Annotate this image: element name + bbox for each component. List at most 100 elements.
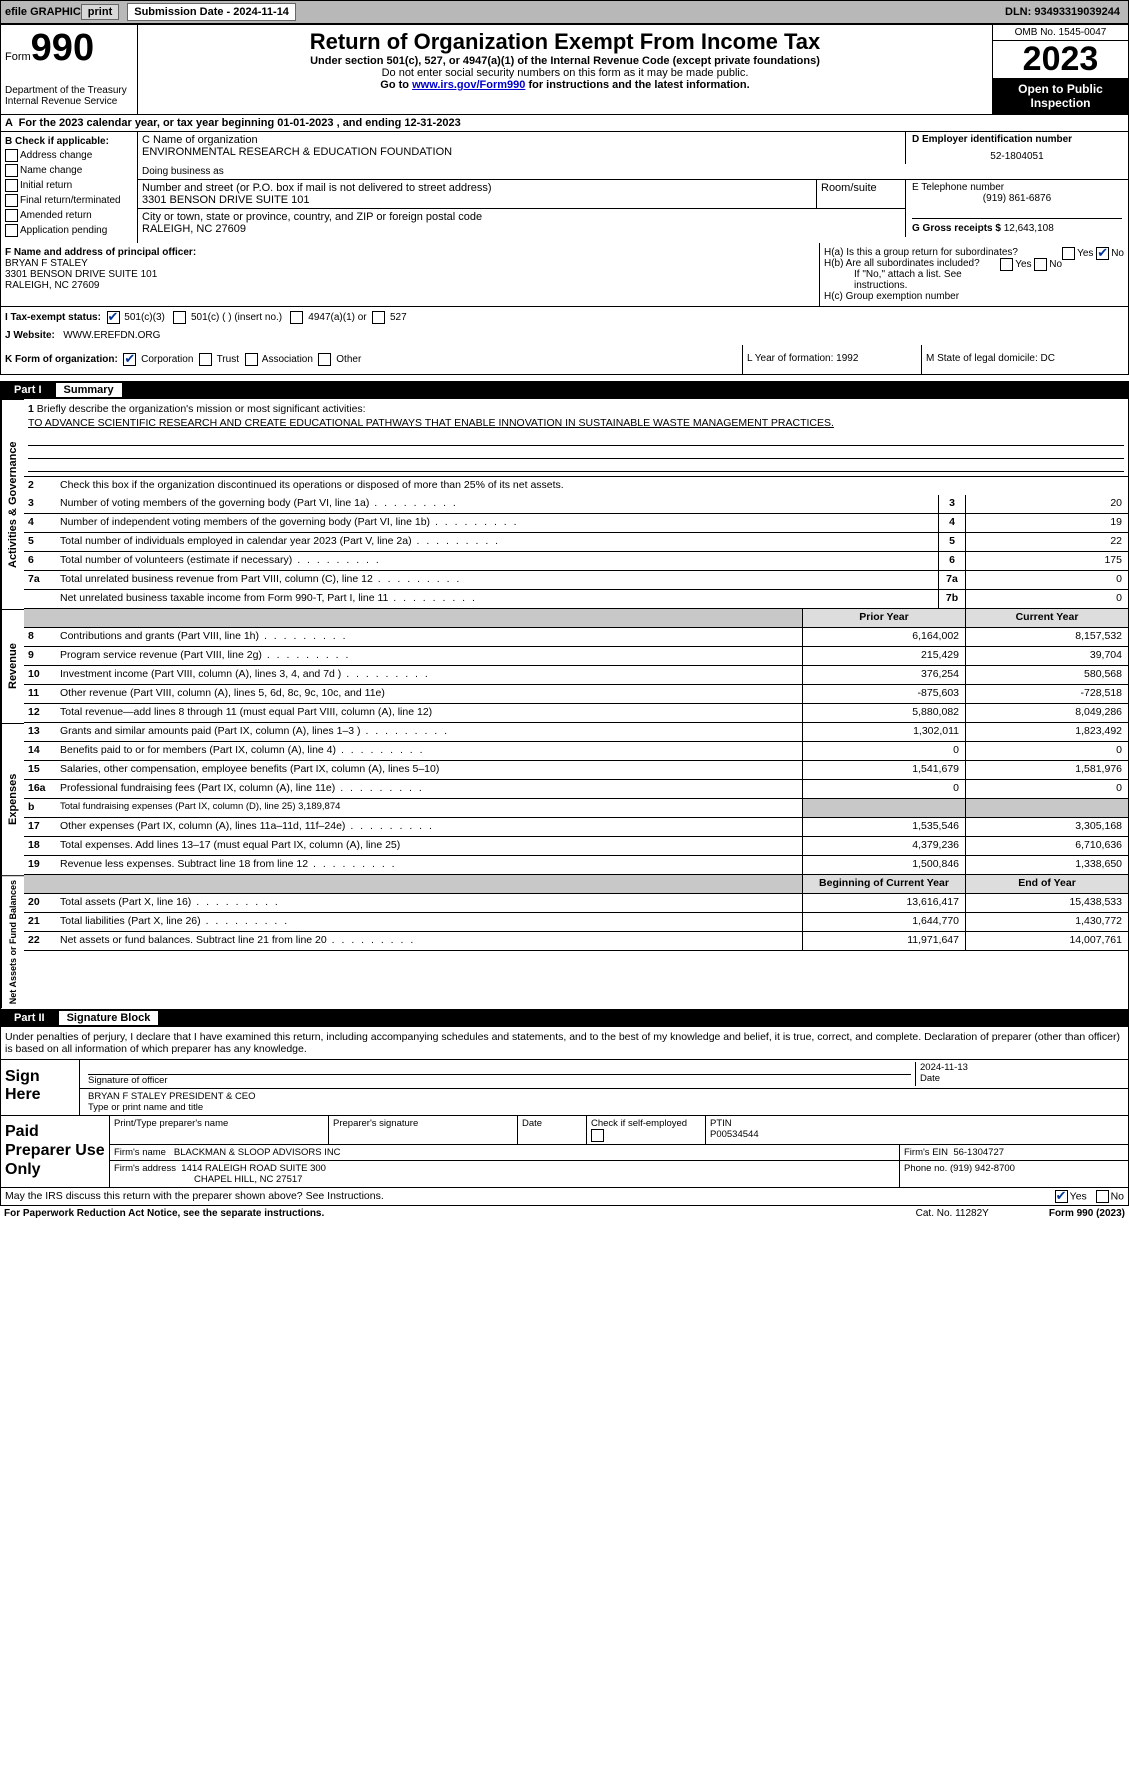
v7b: 0 [965, 590, 1128, 608]
p9: 215,429 [802, 647, 965, 665]
line13: Grants and similar amounts paid (Part IX… [56, 723, 802, 741]
p21: 1,644,770 [802, 913, 965, 931]
omb-number: OMB No. 1545-0047 [993, 25, 1128, 41]
header-right: OMB No. 1545-0047 2023 Open to Public In… [992, 25, 1128, 114]
part2-label: Part II [6, 1012, 53, 1024]
goto-prefix: Go to [380, 79, 412, 91]
discuss-row: May the IRS discuss this return with the… [0, 1188, 1129, 1206]
dept-irs: Internal Revenue Service [5, 96, 133, 107]
line15: Salaries, other compensation, employee b… [56, 761, 802, 779]
submission-date: Submission Date - 2024-11-14 [127, 3, 296, 21]
tax-year-range: For the 2023 calendar year, or tax year … [19, 117, 461, 129]
cb-discuss-yes[interactable] [1055, 1190, 1068, 1203]
c20: 15,438,533 [965, 894, 1128, 912]
line19: Revenue less expenses. Subtract line 18 … [56, 856, 802, 874]
gross-label: G Gross receipts $ [912, 223, 1001, 234]
m-state: M State of legal domicile: DC [921, 345, 1128, 374]
line3: Number of voting members of the governin… [56, 495, 938, 513]
cb-501c3[interactable] [107, 311, 120, 324]
sig-date-label: Date [920, 1073, 1120, 1084]
side-gov: Activities & Governance [1, 399, 24, 609]
hdr-begin: Beginning of Current Year [802, 875, 965, 893]
cb-address-change[interactable]: Address change [5, 149, 133, 162]
cb-trust[interactable] [199, 353, 212, 366]
gross-value: 12,643,108 [1004, 223, 1054, 234]
j-label: J Website: [5, 330, 55, 341]
city-value: RALEIGH, NC 27609 [142, 223, 901, 235]
cb-final-return[interactable]: Final return/terminated [5, 194, 133, 207]
line20: Total assets (Part X, line 16) [56, 894, 802, 912]
discuss-text: May the IRS discuss this return with the… [5, 1190, 384, 1203]
cb-4947[interactable] [290, 311, 303, 324]
phone-value: (919) 942-8700 [950, 1163, 1015, 1174]
ein-value: 52-1804051 [912, 151, 1122, 162]
form-subtitle: Under section 501(c), 527, or 4947(a)(1)… [142, 55, 988, 67]
c14: 0 [965, 742, 1128, 760]
cb-name-change[interactable]: Name change [5, 164, 133, 177]
ptin-label: PTIN [710, 1118, 732, 1129]
header-left: Form990 Department of the Treasury Inter… [1, 25, 138, 114]
line9: Program service revenue (Part VIII, line… [56, 647, 802, 665]
c15: 1,581,976 [965, 761, 1128, 779]
line6: Total number of volunteers (estimate if … [56, 552, 938, 570]
prep-name-h: Print/Type preparer's name [110, 1116, 329, 1144]
p22: 11,971,647 [802, 932, 965, 950]
c19: 1,338,650 [965, 856, 1128, 874]
hdr-current: Current Year [965, 609, 1128, 627]
cb-amended[interactable]: Amended return [5, 209, 133, 222]
c9: 39,704 [965, 647, 1128, 665]
firm-addr2: CHAPEL HILL, NC 27517 [194, 1174, 302, 1185]
p18: 4,379,236 [802, 837, 965, 855]
line16a: Professional fundraising fees (Part IX, … [56, 780, 802, 798]
irs-link[interactable]: www.irs.gov/Form990 [412, 79, 525, 91]
cb-assoc[interactable] [245, 353, 258, 366]
line10: Investment income (Part VIII, column (A)… [56, 666, 802, 684]
officer-label: F Name and address of principal officer: [5, 247, 196, 258]
hdr-end: End of Year [965, 875, 1128, 893]
line22: Net assets or fund balances. Subtract li… [56, 932, 802, 950]
part2-title: Signature Block [59, 1011, 159, 1025]
part1-title: Summary [56, 383, 122, 397]
officer-name-title: BRYAN F STALEY PRESIDENT & CEO [88, 1091, 1120, 1102]
h-b: H(b) Are all subordinates included? [824, 258, 980, 269]
prep-self-h: Check if self-employed [587, 1116, 706, 1144]
line2: Check this box if the organization disco… [60, 479, 564, 491]
cb-501c[interactable] [173, 311, 186, 324]
org-name-label: C Name of organization [142, 134, 901, 146]
print-button[interactable]: print [81, 4, 119, 20]
ein-label: D Employer identification number [912, 134, 1072, 145]
cb-discuss-no[interactable] [1096, 1190, 1109, 1203]
street-value: 3301 BENSON DRIVE SUITE 101 [142, 194, 812, 206]
box-b: B Check if applicable: Address change Na… [1, 132, 138, 243]
form-title: Return of Organization Exempt From Incom… [142, 29, 988, 55]
firm-ein: 56-1304727 [953, 1147, 1004, 1158]
sig-officer-label: Signature of officer [88, 1075, 911, 1086]
form-number: 990 [31, 27, 94, 69]
cb-other[interactable] [318, 353, 331, 366]
cb-initial-return[interactable]: Initial return [5, 179, 133, 192]
inspection-label: Open to Public Inspection [993, 78, 1128, 114]
cb-pending[interactable]: Application pending [5, 224, 133, 237]
box-c-to-g: C Name of organization ENVIRONMENTAL RES… [138, 132, 1128, 243]
website-value: WWW.EREFDN.ORG [63, 330, 160, 341]
section-a: A For the 2023 calendar year, or tax yea… [0, 115, 1129, 132]
v4: 19 [965, 514, 1128, 532]
phone-label: Phone no. [904, 1163, 947, 1174]
c13: 1,823,492 [965, 723, 1128, 741]
c22: 14,007,761 [965, 932, 1128, 950]
ptin-value: P00534544 [710, 1129, 759, 1140]
side-exp: Expenses [1, 723, 24, 875]
line14: Benefits paid to or for members (Part IX… [56, 742, 802, 760]
name-row: C Name of organization ENVIRONMENTAL RES… [138, 132, 1128, 164]
cb-527[interactable] [372, 311, 385, 324]
tel-value: (919) 861-6876 [912, 193, 1122, 204]
efile-label: efile GRAPHIC [5, 6, 81, 18]
address-block: Number and street (or P.O. box if mail i… [138, 180, 1128, 237]
c10: 580,568 [965, 666, 1128, 684]
goto-suffix: for instructions and the latest informat… [528, 79, 749, 91]
hdr-prior: Prior Year [802, 609, 965, 627]
line11: Other revenue (Part VIII, column (A), li… [56, 685, 802, 703]
cb-corp[interactable] [123, 353, 136, 366]
footer: For Paperwork Reduction Act Notice, see … [0, 1206, 1129, 1221]
firm-ein-label: Firm's EIN [904, 1147, 948, 1158]
